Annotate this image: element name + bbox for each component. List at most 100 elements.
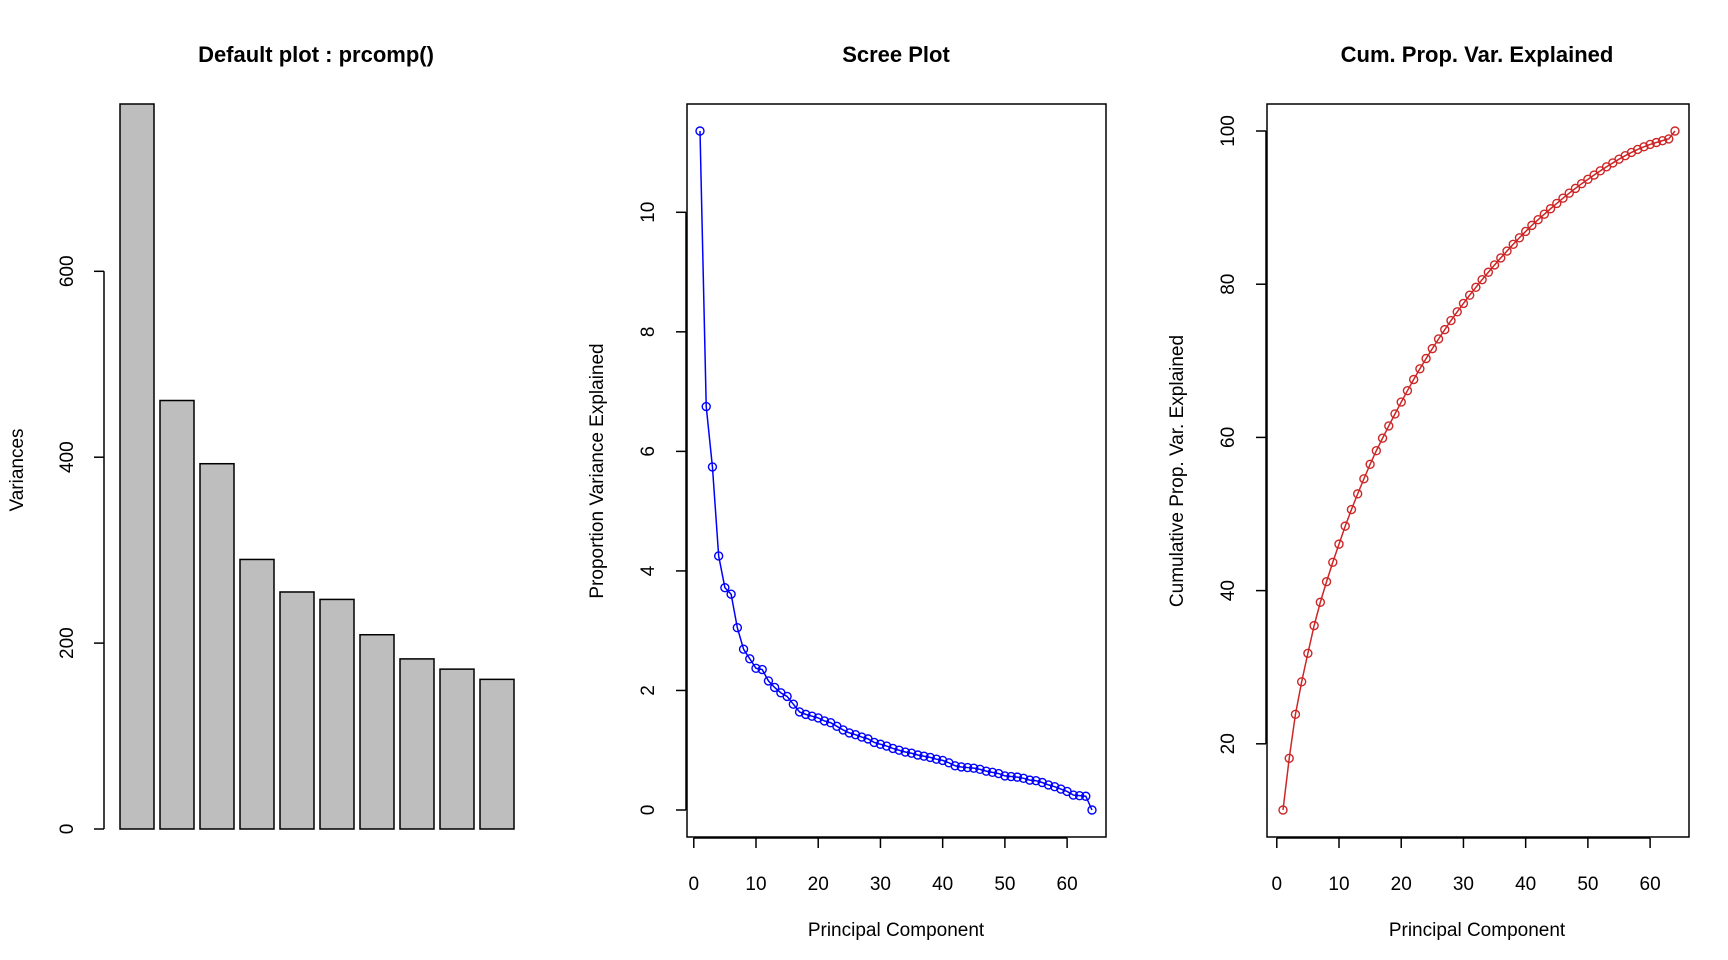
scree-plot-point (788, 699, 799, 709)
cumulative-plot-point (1321, 576, 1332, 587)
scree-plot-point (819, 716, 830, 726)
barplot-y-axis: 0 200 400 600 (57, 255, 105, 835)
scree-plot-point (720, 582, 730, 593)
cumulative-plot-point (1284, 753, 1294, 763)
scree-plot-point (857, 732, 867, 742)
cumulative-plot-point (1334, 539, 1344, 549)
cumulative-plot-point (1645, 139, 1655, 150)
scree-plot-x-tick-label: 0 (688, 874, 699, 895)
scree-plot-point (763, 676, 774, 686)
scree-plot-point (807, 711, 817, 721)
variance-barplot: Default plot : prcomp() Variances 0 200 40… (7, 42, 515, 835)
cumulative-plot-point (1346, 504, 1357, 515)
scree-plot-point (969, 763, 979, 773)
cumulative-plot-point (1670, 126, 1680, 136)
scree-plot-point (713, 551, 724, 561)
scree-plot-point (801, 709, 811, 720)
cumulative-plot-x-tick-label: 40 (1515, 874, 1536, 895)
cumulative-plot-point (1458, 298, 1469, 309)
cumulative-plot-point (1303, 648, 1313, 658)
scree-plot-point (975, 764, 985, 775)
cumulative-plot-point (1464, 290, 1475, 300)
cumulative-plot-point (1576, 179, 1587, 189)
scree-plot-point (1043, 780, 1054, 790)
cumulative-plot-x-tick-label: 30 (1453, 874, 1474, 895)
scree-plot-point (919, 751, 929, 761)
scree-plot-point (950, 761, 960, 771)
scree-plot-point (931, 754, 942, 764)
bar (399, 658, 435, 830)
cumulative-plot-y-tick-label: 20 (1218, 733, 1239, 754)
scree-plot-point (1056, 784, 1066, 794)
cumulative-plot-x-tick-label: 20 (1391, 874, 1412, 895)
barplot-y-tick-label: 400 (57, 441, 78, 473)
scree-plot-point (1018, 773, 1029, 784)
scree-plot-x-tick-label: 50 (994, 874, 1015, 895)
scree-plot-point (956, 762, 967, 772)
scree-plot-point (751, 663, 761, 674)
cumulative-plot-y-tick-label: 80 (1218, 274, 1239, 295)
cumulative-plot-point (1421, 353, 1431, 364)
barplot-title: Default plot : prcomp() (198, 42, 434, 67)
cumulative-plot-point (1452, 307, 1462, 317)
cumulative-plot-point (1558, 193, 1568, 203)
scree-plot-point (732, 622, 743, 633)
cumulative-plot-point (1315, 597, 1326, 607)
cumulative-plot-point (1278, 805, 1288, 815)
cumulative-plot-point (1520, 226, 1531, 237)
scree-plot-y-axis: 0 2 4 6 8 10 (638, 202, 687, 815)
cumulative-plot-x-tick-label: 60 (1640, 874, 1661, 895)
scree-plot-point (1012, 772, 1023, 782)
cumulative-plot-point (1328, 557, 1338, 567)
scree-plot-point (738, 644, 749, 654)
scree-plot-point (1068, 790, 1079, 800)
scree-plot-title: Scree Plot (842, 42, 950, 67)
bar (239, 558, 275, 830)
scree-plot-point (987, 767, 998, 778)
cumulative-plot-point (1632, 144, 1643, 155)
cumulative-plot-point (1489, 260, 1500, 270)
cumulative-plot-series (1278, 126, 1680, 815)
cumulative-plot-point (1545, 204, 1556, 214)
cumulative-plot-point (1477, 274, 1487, 285)
cumulative-plot-x-axis-label: Principal Component (1389, 920, 1566, 941)
scree-plot-point (707, 462, 718, 472)
bar (479, 678, 515, 830)
cumulative-plot-point (1483, 267, 1494, 277)
cumulative-plot-point (1296, 677, 1307, 687)
cumulative-plot-y-axis-label: Cumulative Prop. Var. Explained (1167, 335, 1188, 607)
barplot-bars (119, 103, 515, 830)
cumulative-plot-point (1552, 198, 1562, 209)
cumulative-plot-point (1664, 134, 1674, 144)
scree-plot-point (888, 743, 898, 754)
scree-plot-point (900, 747, 911, 757)
scree-plot-point (695, 126, 705, 136)
cumulative-plot-point (1377, 433, 1388, 443)
bar (199, 462, 235, 830)
scree-plot-point (1037, 777, 1047, 788)
cumulative-plot-point (1527, 220, 1537, 231)
bar (359, 633, 395, 830)
cumulative-plot-point (1340, 521, 1350, 531)
scree-plot-point (844, 728, 855, 738)
barplot-y-tick-label: 200 (57, 627, 78, 659)
cumulative-plot-point (1309, 620, 1319, 631)
cumulative-plot-point (1496, 253, 1506, 263)
scree-plot: Scree Plot Principal Component Proportio… (587, 42, 1107, 941)
scree-plot-point (726, 589, 736, 599)
cumulative-plot-point (1352, 489, 1363, 499)
scree-plot-point (1049, 781, 1060, 792)
cumulative-plot-line (1282, 130, 1676, 811)
cumulative-plot-point (1427, 343, 1438, 354)
cumulative-plot-point (1365, 459, 1375, 469)
bar (439, 668, 475, 830)
cumulative-plot-point (1533, 215, 1543, 225)
bar (319, 598, 355, 830)
cumulative-plot-x-axis: 0 10 20 30 40 50 60 (1271, 837, 1661, 895)
cumulative-plot-x-tick-label: 0 (1271, 874, 1282, 895)
cumulative-plot-point (1502, 246, 1512, 256)
barplot-y-tick-label: 0 (57, 824, 78, 835)
cumulative-plot-frame (1266, 103, 1690, 838)
scree-plot-x-tick-label: 60 (1057, 874, 1078, 895)
